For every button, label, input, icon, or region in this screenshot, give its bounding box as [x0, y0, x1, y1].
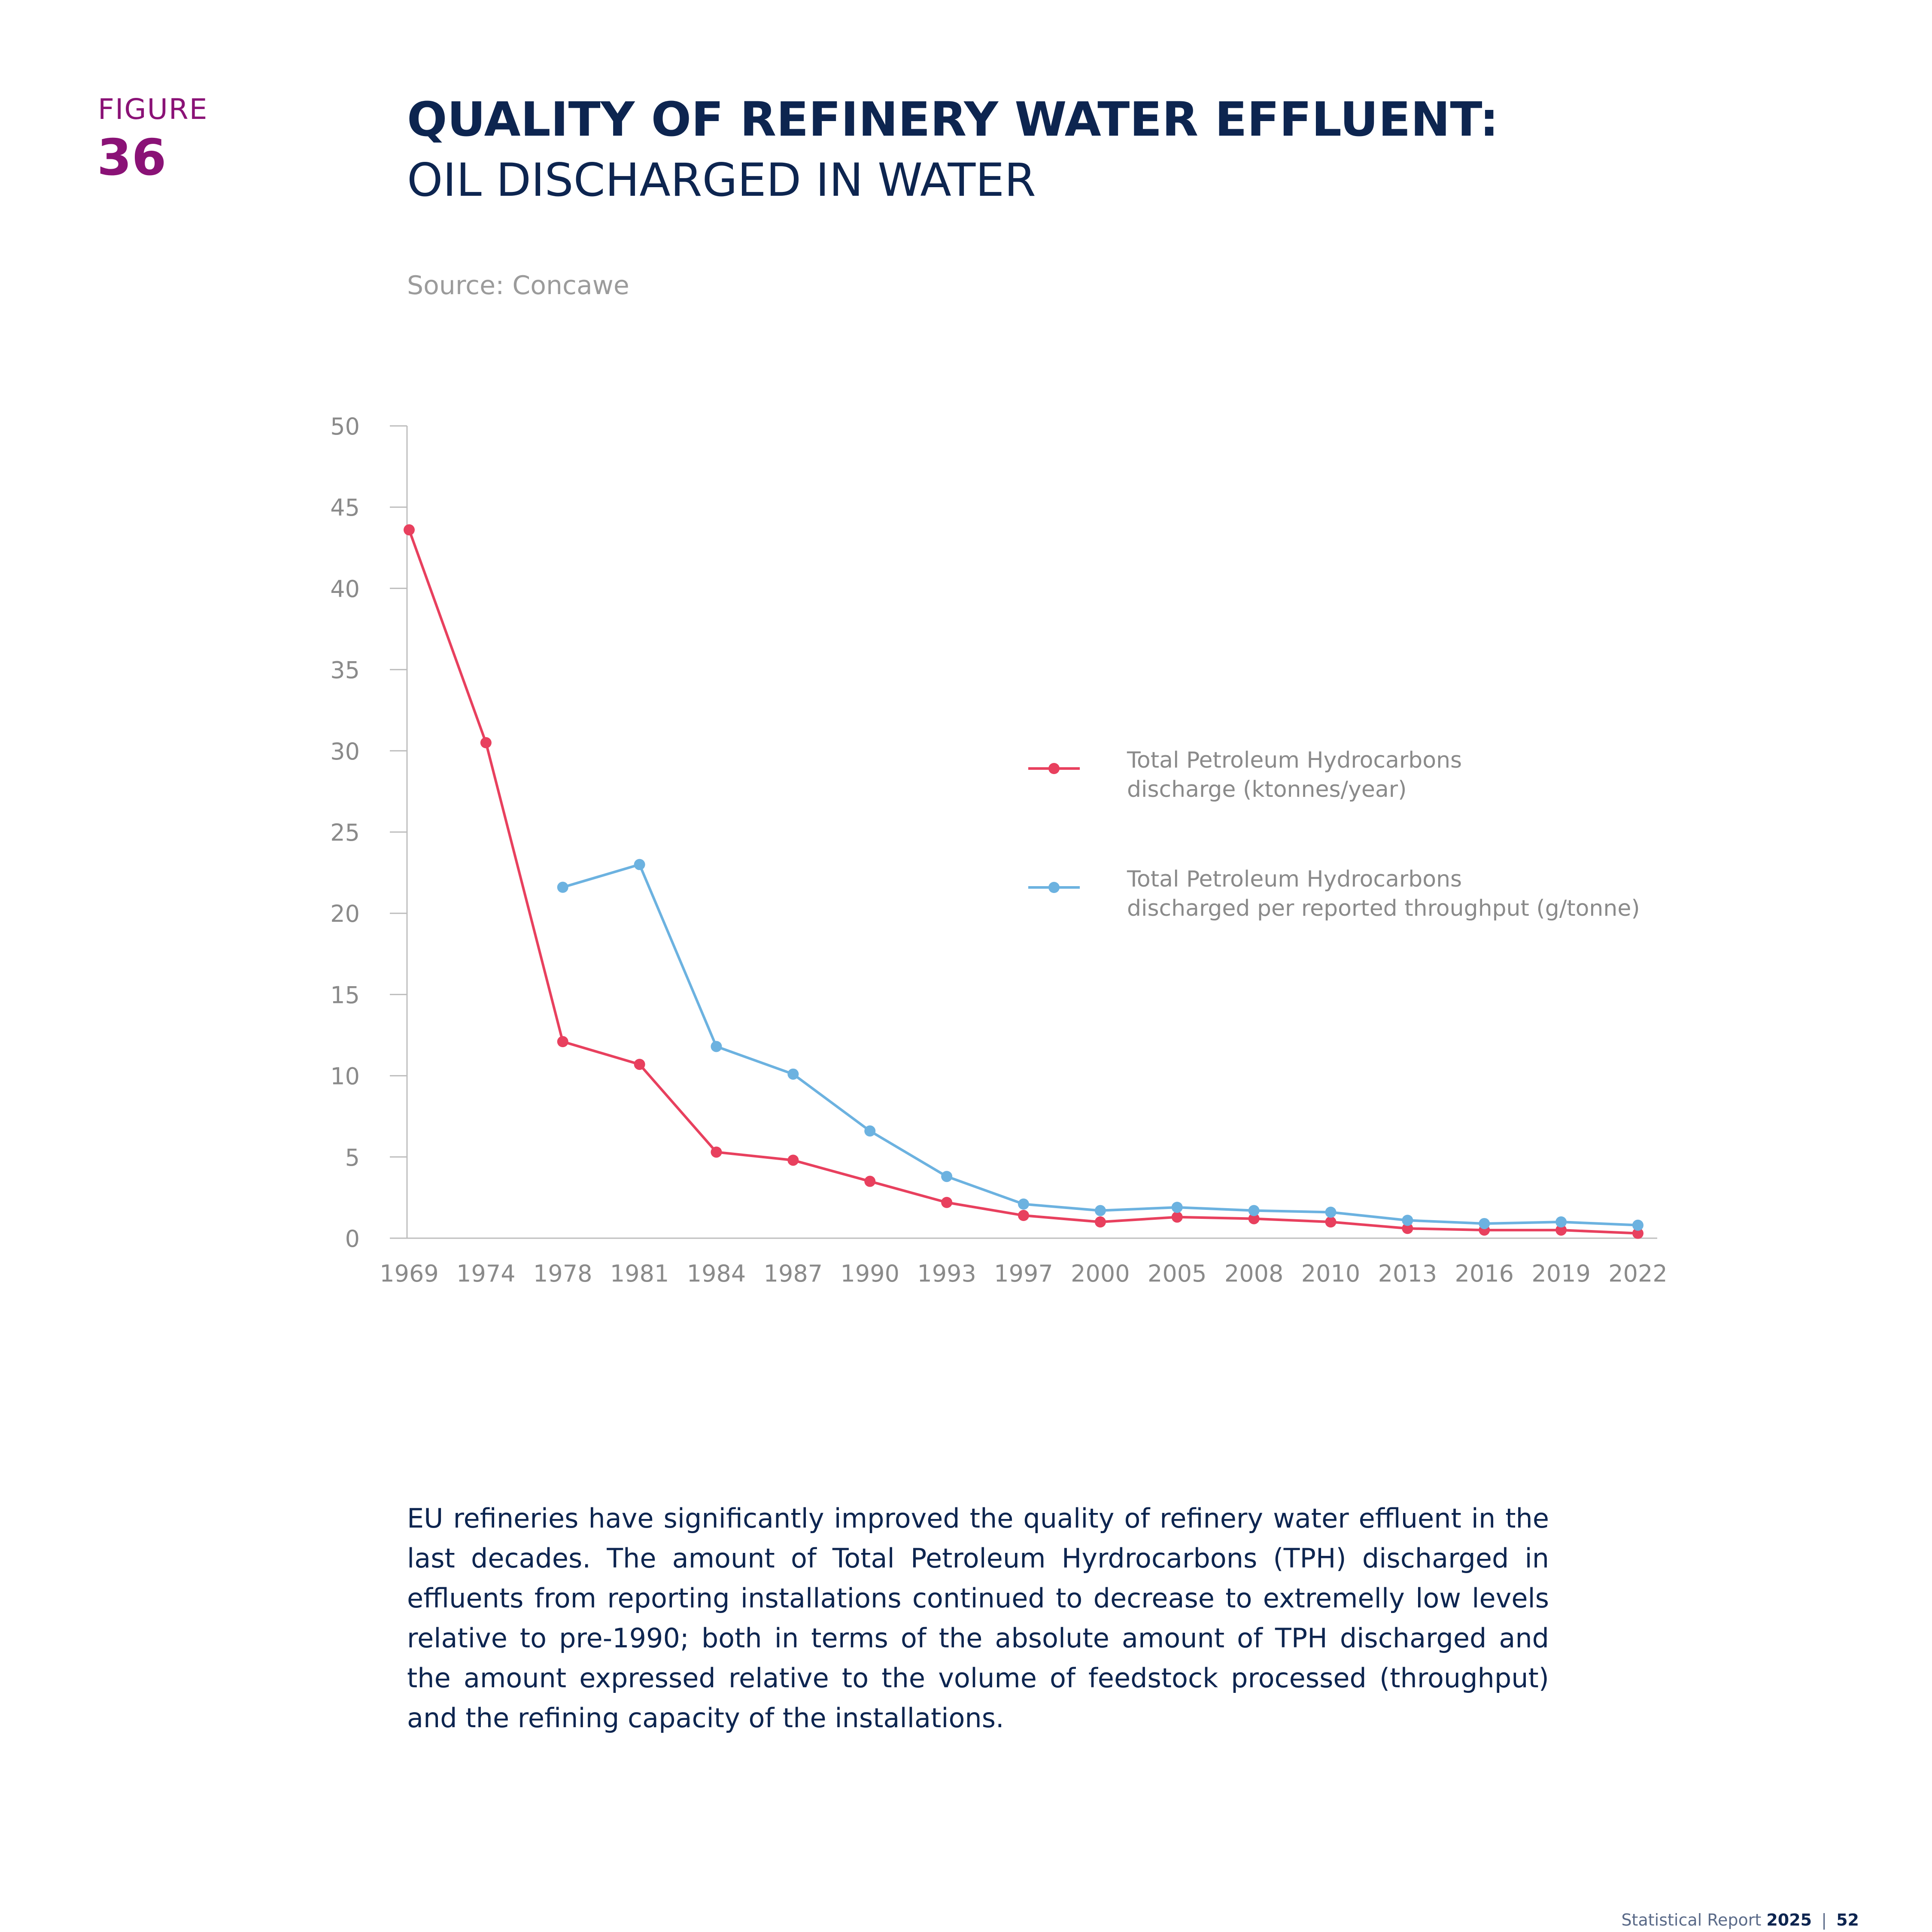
- x-tick-label: 2016: [1455, 1260, 1514, 1287]
- page-number: 52: [1836, 1911, 1859, 1929]
- legend-swatch-dot: [1048, 882, 1060, 893]
- x-tick-label: 2005: [1148, 1260, 1206, 1287]
- data-point: [1018, 1210, 1029, 1221]
- y-tick-label: 30: [330, 738, 360, 765]
- legend-label: Total Petroleum Hydrocarbons: [1127, 866, 1462, 892]
- y-tick-label: 45: [330, 494, 360, 521]
- figure-label: FIGURE: [98, 93, 208, 126]
- x-tick-label: 2008: [1224, 1260, 1283, 1287]
- x-tick-label: 1987: [764, 1260, 823, 1287]
- data-point: [634, 859, 645, 870]
- footer-year: 2025: [1766, 1911, 1812, 1929]
- data-point: [1171, 1211, 1183, 1223]
- x-tick-label: 2010: [1301, 1260, 1360, 1287]
- data-point: [557, 1036, 568, 1048]
- data-point: [1632, 1219, 1643, 1231]
- legend-item-1: Total Petroleum Hydrocarbons discharge (k…: [1028, 747, 1462, 802]
- legend-label: discharged per reported throughput (g/to…: [1127, 896, 1640, 921]
- data-point: [787, 1068, 799, 1080]
- data-point: [1479, 1218, 1490, 1229]
- footer-label: Statistical Report: [1621, 1911, 1762, 1929]
- data-point: [1555, 1224, 1567, 1236]
- y-tick-label: 40: [330, 575, 360, 602]
- data-point: [1325, 1206, 1337, 1218]
- x-tick-label: 2022: [1608, 1260, 1667, 1287]
- x-tick-label: 1990: [841, 1260, 899, 1287]
- body-paragraph: EU refineries have significantly improve…: [407, 1503, 1549, 1734]
- data-point: [1632, 1227, 1643, 1239]
- data-point: [634, 1059, 645, 1070]
- data-point: [1094, 1216, 1106, 1228]
- footer-separator: |: [1821, 1911, 1827, 1929]
- y-tick-label: 0: [345, 1225, 360, 1252]
- chart-title: QUALITY OF REFINERY WATER EFFLUENT:: [407, 92, 1499, 147]
- y-tick-label: 10: [330, 1063, 360, 1090]
- data-point: [864, 1125, 876, 1137]
- y-axis: 0 5 10 15 20 25 30 35 40 45 50: [330, 413, 408, 1252]
- page-footer: Statistical Report 2025 | 52: [1621, 1911, 1859, 1929]
- source-note: Source: Concawe: [407, 270, 629, 301]
- x-axis: 1969 1974 1978 1981 1984 1987 1990 1993 1997 2000…: [380, 1237, 1668, 1287]
- chart-subtitle: OIL DISCHARGED IN WATER: [407, 154, 1036, 207]
- data-point: [1325, 1216, 1337, 1228]
- data-point: [1248, 1205, 1260, 1216]
- data-point: [1018, 1198, 1029, 1210]
- y-tick-label: 50: [330, 413, 360, 440]
- x-tick-label: 2019: [1531, 1260, 1590, 1287]
- y-tick-label: 5: [345, 1144, 360, 1171]
- x-tick-label: 1981: [610, 1260, 669, 1287]
- legend-label: discharge (ktonnes/year): [1127, 777, 1406, 802]
- x-tick-label: 2013: [1378, 1260, 1437, 1287]
- x-tick-label: 1974: [456, 1260, 515, 1287]
- data-point: [557, 881, 568, 893]
- data-point: [1402, 1215, 1413, 1226]
- legend-item-2: Total Petroleum Hydrocarbons discharged p…: [1028, 866, 1640, 921]
- data-point: [404, 524, 415, 536]
- data-point: [1171, 1202, 1183, 1213]
- y-tick-label: 15: [330, 981, 360, 1009]
- data-point: [1248, 1213, 1260, 1224]
- y-tick-label: 20: [330, 900, 360, 927]
- x-tick-label: 1969: [380, 1260, 438, 1287]
- x-tick-label: 1993: [917, 1260, 976, 1287]
- data-point: [1402, 1223, 1413, 1234]
- x-tick-label: 1978: [533, 1260, 592, 1287]
- series-layer: [404, 524, 1643, 1239]
- data-point: [711, 1146, 722, 1158]
- data-point: [1094, 1205, 1106, 1216]
- data-point: [480, 737, 492, 748]
- y-tick-label: 35: [330, 657, 360, 684]
- x-tick-label: 2000: [1071, 1260, 1130, 1287]
- data-point: [1555, 1216, 1567, 1228]
- x-tick-label: 1984: [687, 1260, 746, 1287]
- y-tick-label: 25: [330, 819, 360, 846]
- series-1: [404, 524, 1643, 1239]
- data-point: [787, 1154, 799, 1166]
- legend-swatch-dot: [1048, 763, 1060, 774]
- data-point: [941, 1197, 953, 1208]
- data-point: [864, 1176, 876, 1187]
- data-point: [941, 1171, 953, 1182]
- series-2: [557, 859, 1643, 1231]
- data-point: [711, 1041, 722, 1052]
- legend: Total Petroleum Hydrocarbons discharge (k…: [1028, 747, 1640, 921]
- line-chart: 0 5 10 15 20 25 30 35 40 45 50 1969 1974 1978 1981 198…: [330, 413, 1668, 1287]
- legend-label: Total Petroleum Hydrocarbons: [1127, 747, 1462, 773]
- figure-number: 36: [97, 129, 167, 187]
- x-tick-label: 1997: [994, 1260, 1053, 1287]
